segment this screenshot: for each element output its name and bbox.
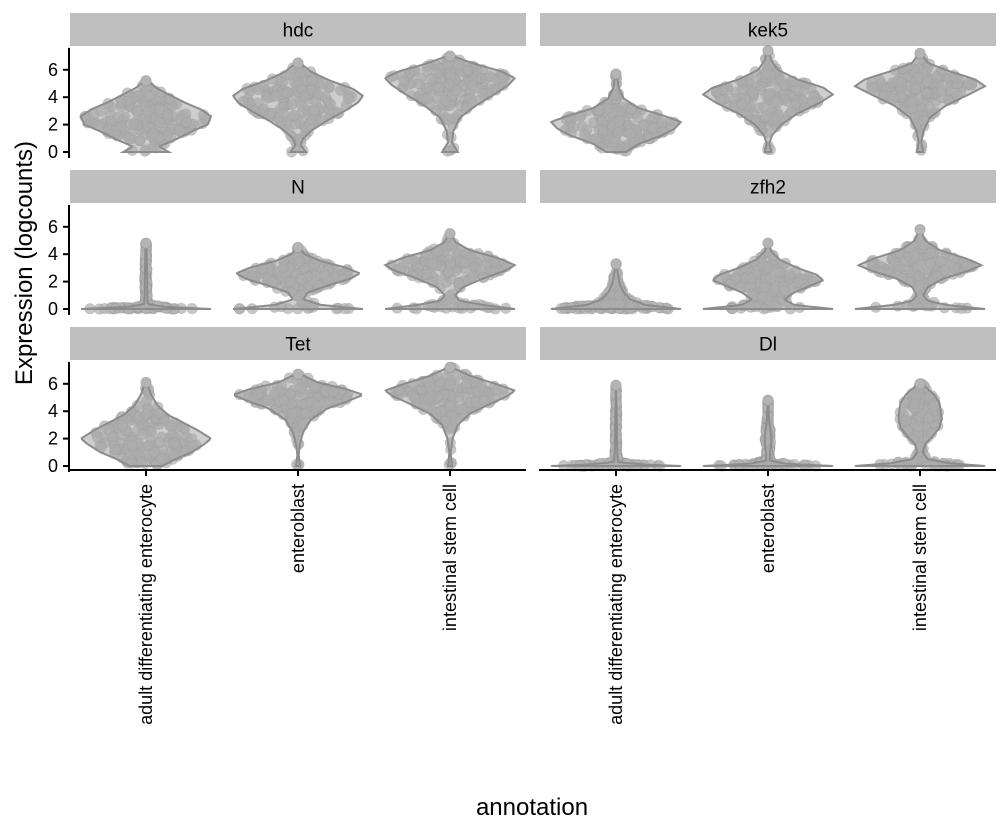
violin-hdc-2 — [383, 55, 517, 153]
y-tick-label: 4 — [48, 401, 58, 421]
y-tick-label: 0 — [48, 299, 58, 319]
x-tick-label: intestinal stem cell — [440, 484, 460, 631]
y-tick-label: 6 — [48, 374, 58, 394]
panel-kek5: kek5 — [540, 13, 996, 157]
panel-hdc: hdc 0 2 4 6 — [48, 13, 526, 162]
facet-strip-label: Tet — [285, 335, 311, 356]
max-point — [140, 376, 152, 389]
max-point — [292, 241, 304, 253]
violin-N-2 — [383, 232, 517, 310]
max-point — [610, 258, 622, 270]
facet-strip-label: hdc — [283, 21, 314, 42]
violin-N-0 — [80, 242, 212, 310]
max-point — [914, 223, 926, 236]
y-tick-label: 6 — [48, 217, 58, 237]
panel-Tet: Tet 0 2 4 6 — [48, 327, 526, 476]
max-point — [444, 228, 456, 240]
max-point — [610, 68, 622, 80]
y-tick-label: 4 — [48, 87, 58, 107]
y-tick-label: 2 — [48, 272, 58, 292]
max-point — [292, 57, 304, 69]
y-tick-label: 0 — [48, 142, 58, 162]
max-point — [444, 361, 456, 373]
x-tick-label: enteroblast — [758, 484, 778, 573]
point-cloud-0 — [84, 237, 198, 315]
x-axis-title: annotation — [476, 794, 588, 821]
max-point — [292, 368, 304, 380]
violin-kek5-2 — [853, 52, 987, 153]
max-point — [140, 237, 152, 249]
violin-Dl-2 — [854, 382, 986, 467]
facet-strip — [70, 13, 526, 46]
violin-Dl-0 — [550, 384, 682, 467]
x-tick-label: enteroblast — [288, 484, 308, 573]
x-tick-label: adult differentiating enterocyte — [136, 484, 156, 725]
facet-strip — [540, 13, 996, 46]
max-point — [762, 237, 774, 249]
max-point — [610, 379, 622, 391]
violin-zfh2-2 — [854, 228, 986, 310]
violin-N-1 — [232, 246, 364, 310]
violin-hdc-1 — [232, 61, 364, 153]
y-axis-title: Expression (logcounts) — [11, 141, 38, 385]
violin-Tet-1 — [233, 373, 363, 467]
y-tick-label: 6 — [48, 60, 58, 80]
violin-zfh2-1 — [702, 242, 834, 310]
violin-hdc-0 — [79, 79, 213, 153]
max-point — [914, 378, 926, 390]
panel-Dl: Dl — [540, 327, 996, 472]
facet-strip-label: kek5 — [748, 21, 788, 42]
x-tick-label: intestinal stem cell — [910, 484, 930, 631]
max-point — [762, 45, 774, 57]
y-tick-label: 2 — [48, 115, 58, 135]
violin-kek5-1 — [701, 49, 835, 153]
max-point — [762, 394, 774, 406]
facet-strip — [70, 170, 526, 203]
y-tick-label: 2 — [48, 429, 58, 449]
violin-Dl-1 — [702, 399, 834, 467]
y-tick-label: 0 — [48, 456, 58, 476]
facet-strip-label: N — [291, 178, 305, 199]
y-tick-label: 4 — [48, 244, 58, 264]
facet-strip-label: Dl — [759, 335, 777, 356]
panel-zfh2: zfh2 — [540, 170, 996, 315]
max-point — [444, 50, 456, 62]
x-tick-label: adult differentiating enterocyte — [606, 484, 626, 725]
max-point — [140, 75, 152, 87]
panel-N: N 0 2 4 6 — [48, 170, 526, 319]
max-point — [914, 47, 926, 59]
facet-strip-label: zfh2 — [750, 178, 786, 199]
point-cloud-0 — [558, 382, 666, 472]
